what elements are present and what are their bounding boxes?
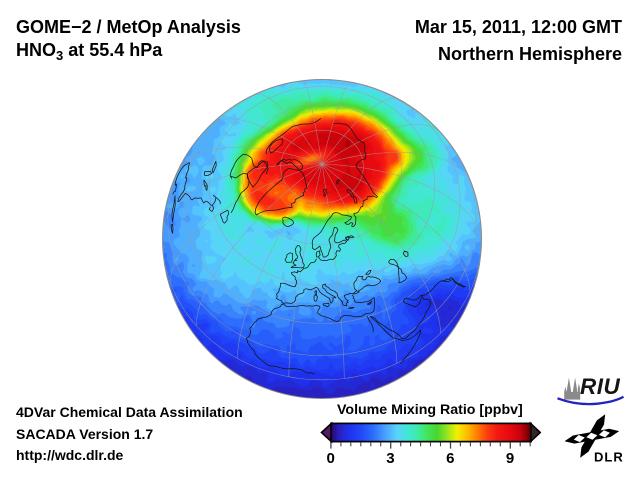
svg-text:DLR: DLR [594,450,624,465]
svg-text:RIU: RIU [580,374,621,399]
